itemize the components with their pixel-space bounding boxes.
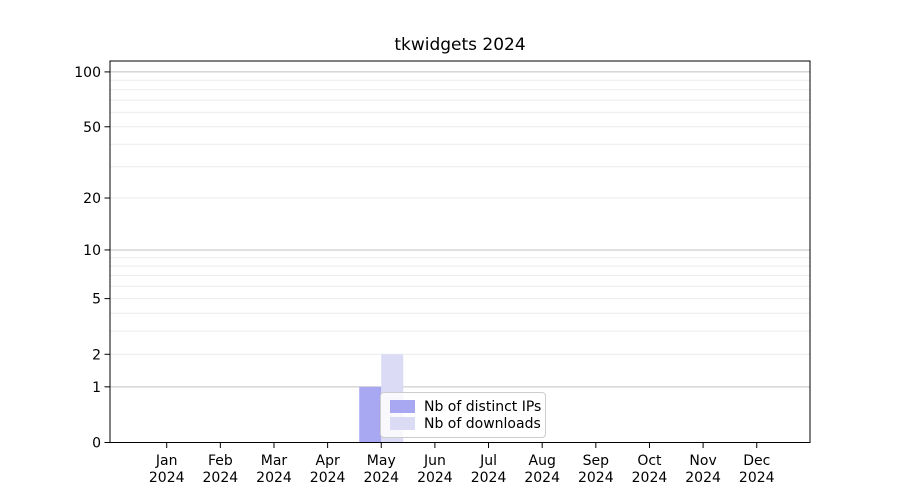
x-tick-label-year: 2024 <box>256 470 292 486</box>
x-tick-label-month: Aug <box>529 453 556 469</box>
chart-title: tkwidgets 2024 <box>394 35 526 55</box>
x-tick-label-month: Jul <box>479 453 497 469</box>
x-tick-label-year: 2024 <box>310 470 346 486</box>
x-tick-label-month: Nov <box>689 453 716 469</box>
x-tick-label-month: Oct <box>637 453 662 469</box>
y-tick-label: 5 <box>92 292 101 308</box>
y-tick-label: 20 <box>83 191 101 207</box>
x-tick-label-month: Mar <box>261 453 288 469</box>
x-tick-label-year: 2024 <box>363 470 399 486</box>
y-tick-label: 100 <box>74 65 101 81</box>
y-tick-label: 0 <box>92 436 101 452</box>
x-tick-label-year: 2024 <box>524 470 560 486</box>
bar-nb-of-distinct-ips <box>359 386 382 443</box>
x-tick-label-month: Sep <box>583 453 610 469</box>
y-tick-label: 50 <box>83 120 101 136</box>
x-tick-label-year: 2024 <box>632 470 668 486</box>
legend-swatch-distinct-ips <box>390 400 415 413</box>
x-tick-label-month: Dec <box>743 453 770 469</box>
x-tick-label-month: Apr <box>316 453 340 469</box>
x-tick-label-year: 2024 <box>417 470 453 486</box>
x-tick-label-year: 2024 <box>149 470 185 486</box>
x-tick-label-month: Jun <box>423 453 446 469</box>
x-tick-label-year: 2024 <box>578 470 614 486</box>
x-tick-label-month: May <box>367 453 396 469</box>
legend-label-distinct-ips: Nb of distinct IPs <box>424 398 542 415</box>
x-tick-label-month: Jan <box>155 453 178 469</box>
legend-swatch-downloads <box>390 417 415 430</box>
legend: Nb of distinct IPs Nb of downloads <box>380 392 546 438</box>
x-tick-label-year: 2024 <box>203 470 239 486</box>
y-tick-label: 2 <box>92 347 101 363</box>
y-tick-label: 10 <box>83 243 101 259</box>
x-tick-label-year: 2024 <box>739 470 775 486</box>
y-tick-label: 1 <box>92 380 101 396</box>
x-tick-label-year: 2024 <box>685 470 721 486</box>
x-tick-label-year: 2024 <box>471 470 507 486</box>
plot-border <box>109 60 811 443</box>
legend-label-downloads: Nb of downloads <box>424 415 541 432</box>
legend-item-distinct-ips: Nb of distinct IPs <box>390 398 541 415</box>
x-tick-label-month: Feb <box>208 453 233 469</box>
legend-item-downloads: Nb of downloads <box>390 415 541 432</box>
